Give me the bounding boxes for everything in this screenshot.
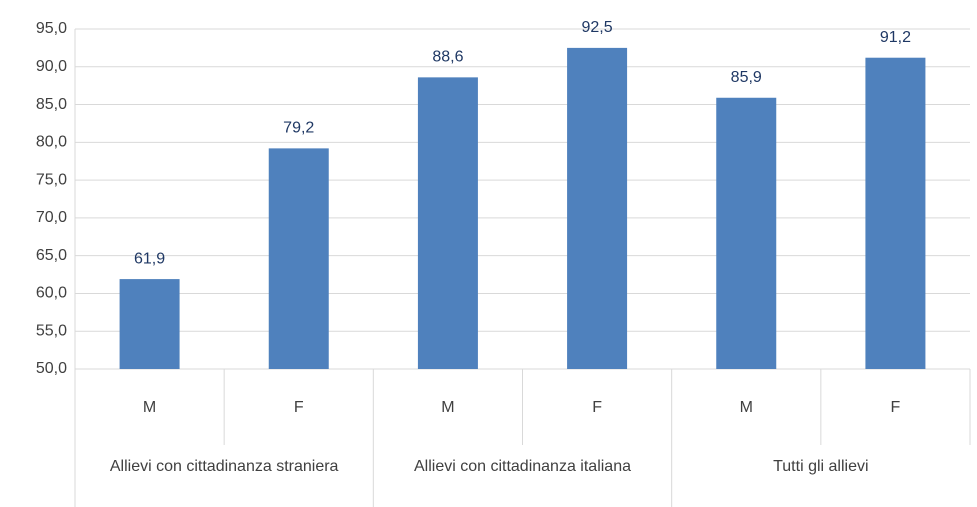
group-label: Allievi con cittadinanza italiana	[413, 458, 631, 475]
group-label-box: Tutti gli allievi	[773, 458, 869, 475]
value-label: 91,2	[880, 29, 911, 46]
group-label-box: Allievi con cittadinanza italiana	[413, 458, 631, 475]
value-label: 88,6	[432, 49, 463, 66]
y-tick-label: 80,0	[36, 134, 67, 151]
value-label: 79,2	[283, 120, 314, 137]
y-tick-label: 75,0	[36, 171, 67, 188]
group-label: Allievi con cittadinanza straniera	[109, 458, 339, 475]
group-label: Tutti gli allievi	[773, 458, 869, 475]
x-tick-label: F	[891, 399, 901, 416]
y-tick-label: 85,0	[36, 96, 67, 113]
y-tick-label: 50,0	[36, 360, 67, 377]
x-tick-label: F	[592, 399, 602, 416]
x-tick-label: M	[143, 399, 156, 416]
bar	[567, 47, 628, 370]
x-tick-label: M	[441, 399, 454, 416]
y-tick-label: 55,0	[36, 322, 67, 339]
y-tick-label: 95,0	[36, 20, 67, 37]
y-tick-label: 90,0	[36, 58, 67, 75]
y-tick-label: 70,0	[36, 209, 67, 226]
y-tick-label: 60,0	[36, 285, 67, 302]
x-tick-label: M	[740, 399, 753, 416]
y-tick-label: 65,0	[36, 247, 67, 264]
bar	[865, 57, 926, 369]
group-label-box: Allievi con cittadinanza straniera	[109, 458, 339, 475]
bar	[119, 279, 180, 369]
value-label: 61,9	[134, 250, 165, 267]
value-label: 92,5	[582, 19, 613, 36]
bar	[268, 148, 329, 369]
value-label: 85,9	[731, 69, 762, 86]
bar	[716, 97, 777, 369]
bar	[417, 77, 478, 369]
x-tick-label: F	[294, 399, 304, 416]
